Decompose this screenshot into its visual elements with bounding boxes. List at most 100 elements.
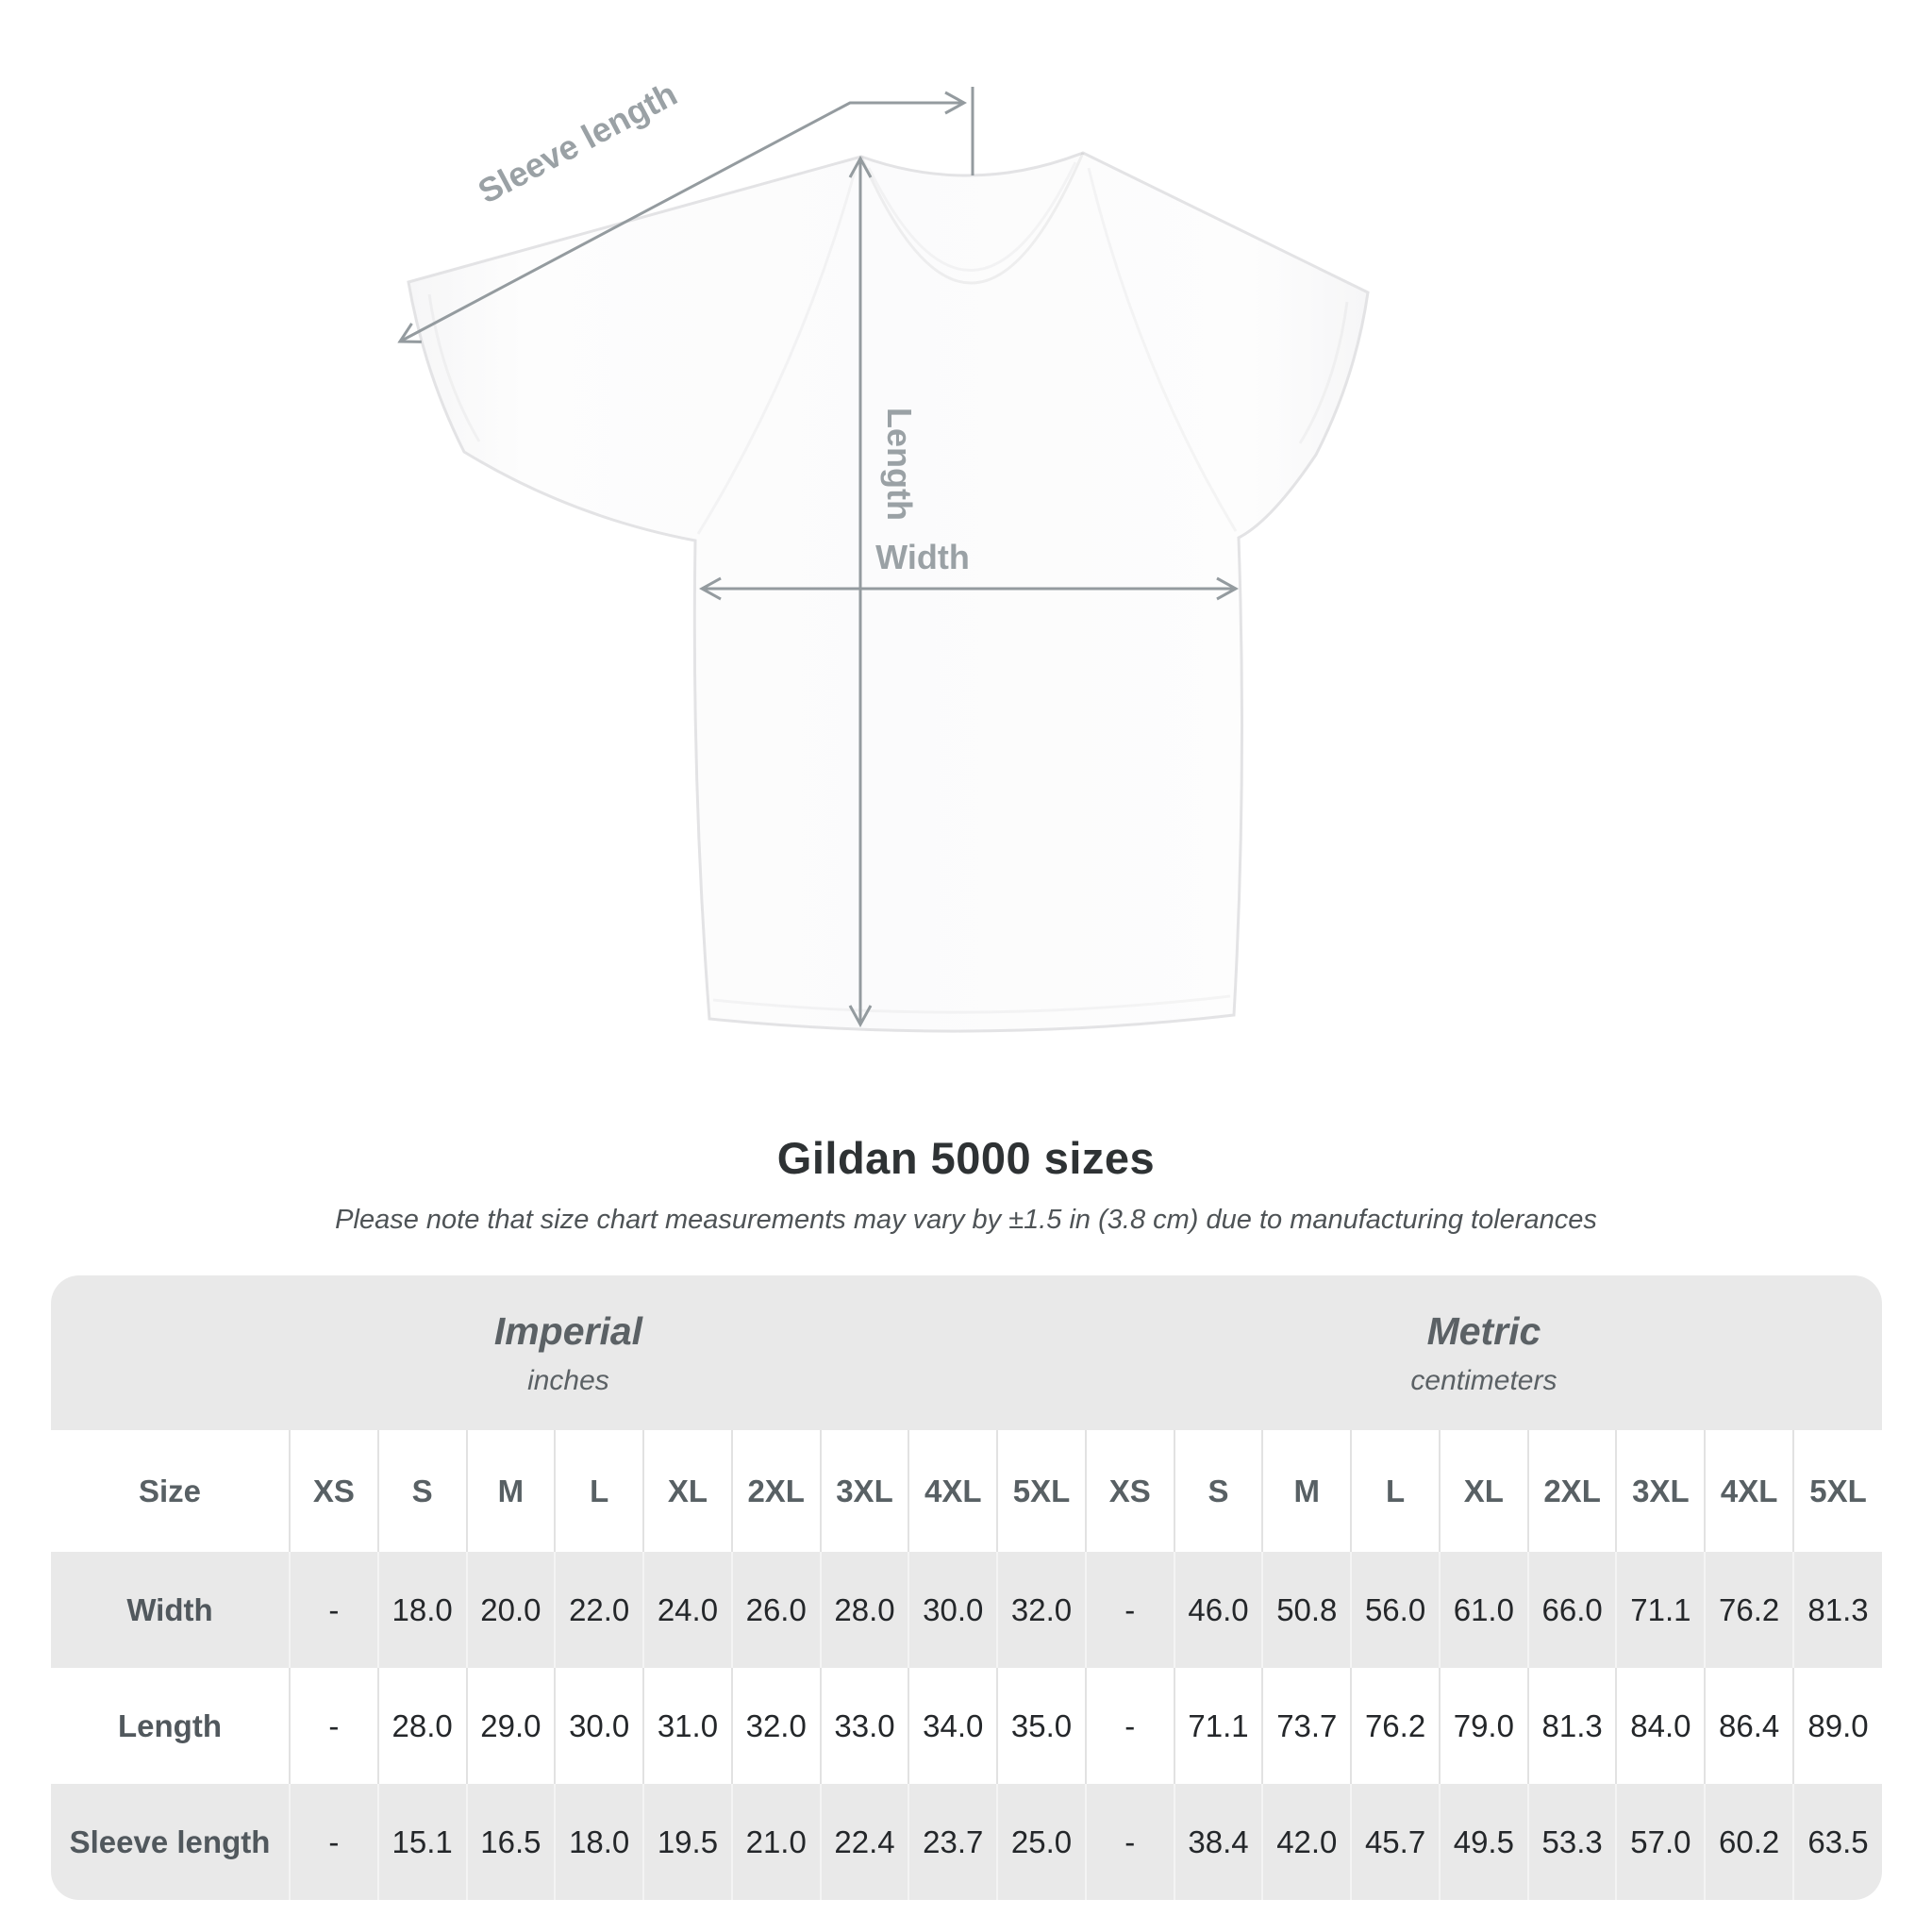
table-cell: 33.0: [819, 1668, 909, 1784]
table-cell: 22.4: [819, 1784, 909, 1900]
table-cell: 28.0: [819, 1552, 909, 1668]
table-cell: 86.4: [1704, 1668, 1794, 1784]
table-cell: -: [1084, 1668, 1174, 1784]
table-cell: 73.7: [1261, 1668, 1352, 1784]
table-cell: 16.5: [465, 1784, 556, 1900]
table-cell: 81.3: [1526, 1668, 1617, 1784]
table-cell: 89.0: [1792, 1668, 1882, 1784]
size-header-imperial-m: M: [465, 1430, 556, 1552]
table-cell: 28.0: [376, 1668, 467, 1784]
sleeve-length-line: [400, 103, 964, 341]
table-cell: -: [1084, 1784, 1174, 1900]
unit-group-row: Imperial inches Metric centimeters: [51, 1275, 1882, 1430]
table-cell: 61.0: [1438, 1552, 1528, 1668]
unit-sublabel-centimeters: centimeters: [1410, 1364, 1557, 1396]
size-header-imperial-xl: XL: [642, 1430, 732, 1552]
table-cell: 66.0: [1526, 1552, 1617, 1668]
table-cell: -: [289, 1784, 378, 1900]
length-label: Length: [880, 408, 919, 521]
table-cell: -: [289, 1552, 378, 1668]
table-cell: 71.1: [1615, 1552, 1706, 1668]
table-cell: 45.7: [1350, 1784, 1440, 1900]
unit-label-imperial: Imperial: [493, 1308, 643, 1353]
table-cell: 57.0: [1615, 1784, 1706, 1900]
size-header-row: Size XS S M L XL 2XL 3XL 4XL 5XL XS S M …: [51, 1430, 1882, 1552]
size-header-metric-xs: XS: [1084, 1430, 1174, 1552]
width-label: Width: [875, 538, 970, 576]
table-cell: 84.0: [1615, 1668, 1706, 1784]
size-header-metric-xl: XL: [1438, 1430, 1528, 1552]
table-cell: -: [289, 1668, 378, 1784]
unit-label-metric: Metric: [1426, 1308, 1541, 1353]
unit-sublabel-inches: inches: [527, 1364, 609, 1396]
table-cell: 23.7: [908, 1784, 998, 1900]
table-cell: 22.0: [554, 1552, 644, 1668]
unit-group-imperial: Imperial inches: [51, 1275, 1086, 1430]
table-cell: 34.0: [908, 1668, 998, 1784]
size-header-metric-2xl: 2XL: [1526, 1430, 1617, 1552]
table-cell: -: [1084, 1552, 1174, 1668]
table-cell: 38.4: [1173, 1784, 1263, 1900]
size-header-imperial-s: S: [376, 1430, 467, 1552]
table-cell: 71.1: [1173, 1668, 1263, 1784]
table-cell: 81.3: [1792, 1552, 1882, 1668]
table-cell: 15.1: [376, 1784, 467, 1900]
table-cell: 31.0: [642, 1668, 732, 1784]
row-label: Sleeve length: [51, 1784, 290, 1900]
unit-group-metric: Metric centimeters: [1085, 1275, 1882, 1430]
table-cell: 18.0: [376, 1552, 467, 1668]
width-annotation: Width: [702, 538, 1236, 589]
table-cell: 30.0: [554, 1668, 644, 1784]
tshirt-body: [407, 151, 1370, 1033]
row-label: Width: [51, 1552, 290, 1668]
table-row-width: Width - 18.0 20.0 22.0 24.0 26.0 28.0 30…: [51, 1552, 1882, 1668]
size-header-metric-s: S: [1173, 1430, 1263, 1552]
table-row-length: Length - 28.0 29.0 30.0 31.0 32.0 33.0 3…: [51, 1668, 1882, 1784]
table-cell: 46.0: [1173, 1552, 1263, 1668]
table-cell: 32.0: [730, 1668, 821, 1784]
table-cell: 32.0: [996, 1552, 1086, 1668]
size-header-metric-3xl: 3XL: [1615, 1430, 1706, 1552]
table-cell: 56.0: [1350, 1552, 1440, 1668]
table-cell: 49.5: [1438, 1784, 1528, 1900]
size-header-metric-5xl: 5XL: [1792, 1430, 1882, 1552]
size-header-imperial-5xl: 5XL: [996, 1430, 1086, 1552]
table-cell: 63.5: [1792, 1784, 1882, 1900]
size-header-metric-m: M: [1261, 1430, 1352, 1552]
table-cell: 79.0: [1438, 1668, 1528, 1784]
row-label: Length: [51, 1668, 290, 1784]
table-cell: 24.0: [642, 1552, 732, 1668]
heading-block: Gildan 5000 sizes Please note that size …: [0, 1132, 1932, 1236]
page-subtitle: Please note that size chart measurements…: [335, 1205, 1597, 1235]
size-header-imperial-l: L: [554, 1430, 644, 1552]
size-table-container: Imperial inches Metric centimeters Size …: [51, 1275, 1882, 1900]
size-header-imperial-4xl: 4XL: [908, 1430, 998, 1552]
table-cell: 50.8: [1261, 1552, 1352, 1668]
table-cell: 21.0: [730, 1784, 821, 1900]
table-cell: 26.0: [730, 1552, 821, 1668]
size-header-metric-l: L: [1350, 1430, 1440, 1552]
table-cell: 53.3: [1526, 1784, 1617, 1900]
tshirt-graphic: [407, 151, 1370, 1033]
table-cell: 29.0: [465, 1668, 556, 1784]
tshirt-measurement-diagram: Sleeve length Length Width: [0, 74, 1370, 1033]
table-cell: 76.2: [1350, 1668, 1440, 1784]
table-cell: 76.2: [1704, 1552, 1794, 1668]
table-row-sleeve-length: Sleeve length - 15.1 16.5 18.0 19.5 21.0…: [51, 1784, 1882, 1900]
table-cell: 42.0: [1261, 1784, 1352, 1900]
size-header-imperial-3xl: 3XL: [819, 1430, 909, 1552]
size-table: Imperial inches Metric centimeters Size …: [51, 1275, 1882, 1900]
size-header-metric-4xl: 4XL: [1704, 1430, 1794, 1552]
size-header-imperial-2xl: 2XL: [730, 1430, 821, 1552]
sleeve-length-label: Sleeve length: [472, 74, 683, 210]
table-cell: 20.0: [465, 1552, 556, 1668]
table-cell: 35.0: [996, 1668, 1086, 1784]
table-cell: 25.0: [996, 1784, 1086, 1900]
size-column-header: Size: [51, 1430, 290, 1552]
table-cell: 30.0: [908, 1552, 998, 1668]
page-title: Gildan 5000 sizes: [776, 1133, 1156, 1183]
size-header-imperial-xs: XS: [289, 1430, 378, 1552]
table-cell: 19.5: [642, 1784, 732, 1900]
tshirt-diagram-svg: Sleeve length Length Width: [0, 74, 1370, 1033]
